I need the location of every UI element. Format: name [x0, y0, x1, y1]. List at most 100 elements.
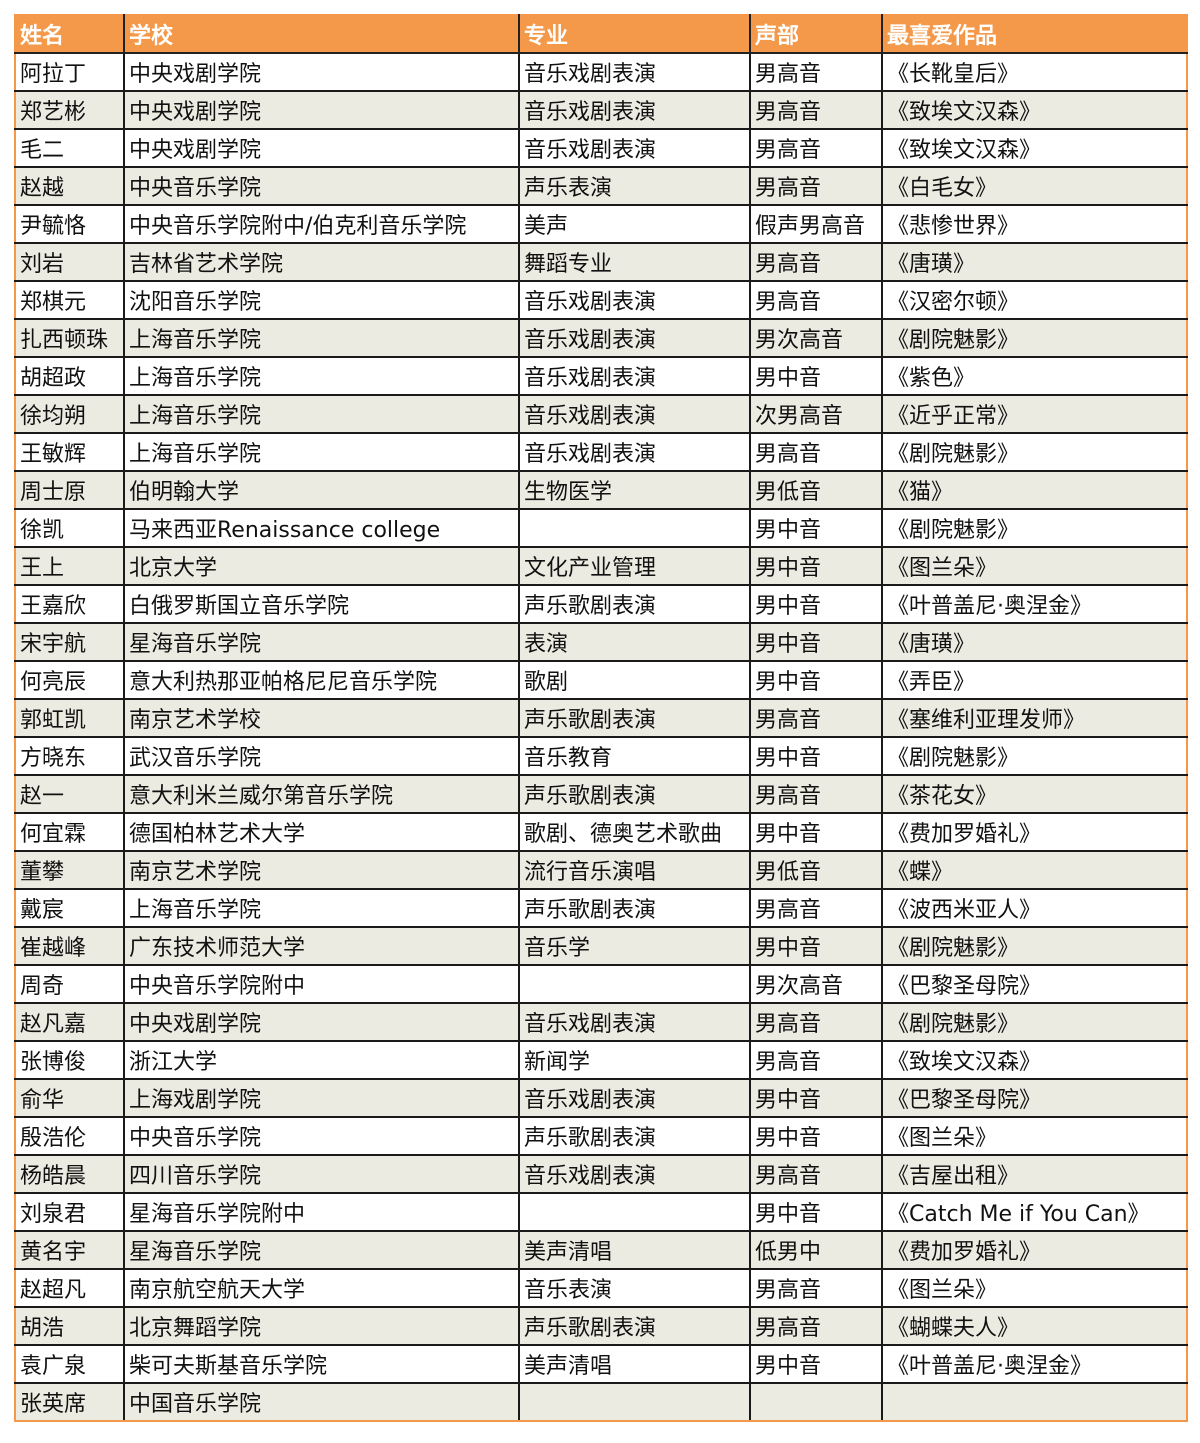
cell-favorite-work: 《近乎正常》 [881, 394, 1188, 434]
header-row: 姓名 学校 专业 声部 最喜爱作品 [15, 15, 1187, 54]
cell-name: 郑艺彬 [14, 90, 125, 130]
cell-favorite-work: 《唐璜》 [881, 622, 1188, 662]
cell-name: 何宜霖 [14, 812, 125, 852]
cell-school: 上海音乐学院 [123, 318, 520, 358]
cell-voice-part: 男中音 [749, 1344, 883, 1384]
cell-name: 赵越 [14, 166, 125, 206]
cell-voice-part: 男中音 [749, 1078, 883, 1118]
cell-favorite-work: 《弄臣》 [881, 660, 1188, 700]
cell-favorite-work: 《吉屋出租》 [881, 1154, 1188, 1194]
table-row: 袁广泉 柴可夫斯基音乐学院 美声清唱 男中音 《叶普盖尼·奥涅金》 [14, 1344, 1188, 1384]
table-row: 王上 北京大学 文化产业管理 男中音 《图兰朵》 [14, 546, 1188, 586]
cell-favorite-work: 《叶普盖尼·奥涅金》 [881, 1344, 1188, 1384]
cell-school: 伯明翰大学 [123, 470, 520, 510]
cell-major: 声乐歌剧表演 [518, 698, 751, 738]
cell-school: 中央音乐学院 [123, 166, 520, 206]
cell-name: 尹毓恪 [14, 204, 125, 244]
cell-voice-part: 男高音 [749, 128, 883, 168]
header-favorite-work: 最喜爱作品 [881, 15, 1187, 54]
table-row: 扎西顿珠 上海音乐学院 音乐戏剧表演 男次高音 《剧院魅影》 [14, 318, 1188, 358]
cell-voice-part: 假声男高音 [749, 204, 883, 244]
cell-major: 声乐表演 [518, 166, 751, 206]
table-row: 何亮辰 意大利热那亚帕格尼尼音乐学院 歌剧 男中音 《弄臣》 [14, 660, 1188, 700]
table-row: 周奇 中央音乐学院附中 男次高音 《巴黎圣母院》 [14, 964, 1188, 1004]
cell-favorite-work: 《巴黎圣母院》 [881, 964, 1188, 1004]
cell-favorite-work: 《剧院魅影》 [881, 432, 1188, 472]
cell-voice-part: 男高音 [749, 774, 883, 814]
cell-name: 袁广泉 [14, 1344, 125, 1384]
table-row: 张博俊 浙江大学 新闻学 男高音 《致埃文汉森》 [14, 1040, 1188, 1080]
cell-name: 阿拉丁 [14, 52, 125, 92]
cell-favorite-work [881, 1382, 1188, 1422]
cell-voice-part: 男低音 [749, 470, 883, 510]
cell-school: 浙江大学 [123, 1040, 520, 1080]
cell-major: 声乐歌剧表演 [518, 774, 751, 814]
table-row: 董攀 南京艺术学院 流行音乐演唱 男低音 《蝶》 [14, 850, 1188, 890]
cell-school: 中央戏剧学院 [123, 128, 520, 168]
cell-major: 音乐戏剧表演 [518, 394, 751, 434]
cell-major: 音乐戏剧表演 [518, 90, 751, 130]
cell-school: 中央音乐学院附中 [123, 964, 520, 1004]
table-row: 方晓东 武汉音乐学院 音乐教育 男中音 《剧院魅影》 [14, 736, 1188, 776]
cell-voice-part: 男高音 [749, 1040, 883, 1080]
cell-voice-part: 男中音 [749, 736, 883, 776]
table-row: 王敏辉 上海音乐学院 音乐戏剧表演 男高音 《剧院魅影》 [14, 432, 1188, 472]
cell-voice-part: 男高音 [749, 698, 883, 738]
table-header: 姓名 学校 专业 声部 最喜爱作品 [15, 15, 1187, 54]
table-row: 王嘉欣 白俄罗斯国立音乐学院 声乐歌剧表演 男中音 《叶普盖尼·奥涅金》 [14, 584, 1188, 624]
cell-voice-part: 男高音 [749, 166, 883, 206]
cell-name: 王上 [14, 546, 125, 586]
cell-name: 董攀 [14, 850, 125, 890]
cell-school: 南京艺术学校 [123, 698, 520, 738]
cell-major: 音乐戏剧表演 [518, 52, 751, 92]
cell-major: 歌剧、德奥艺术歌曲 [518, 812, 751, 852]
table-row: 刘泉君 星海音乐学院附中 男中音 《Catch Me if You Can》 [14, 1192, 1188, 1232]
cell-favorite-work: 《图兰朵》 [881, 546, 1188, 586]
cell-voice-part: 男高音 [749, 1268, 883, 1308]
cell-school: 北京大学 [123, 546, 520, 586]
cell-school: 柴可夫斯基音乐学院 [123, 1344, 520, 1384]
cell-voice-part: 男中音 [749, 546, 883, 586]
cell-favorite-work: 《图兰朵》 [881, 1268, 1188, 1308]
cell-school: 马来西亚Renaissance college [123, 508, 520, 548]
cell-major: 歌剧 [518, 660, 751, 700]
cell-voice-part: 男高音 [749, 52, 883, 92]
cell-name: 周奇 [14, 964, 125, 1004]
cell-favorite-work: 《紫色》 [881, 356, 1188, 396]
cell-voice-part: 男中音 [749, 508, 883, 548]
cell-favorite-work: 《波西米亚人》 [881, 888, 1188, 928]
cell-voice-part: 男中音 [749, 356, 883, 396]
cell-name: 徐凯 [14, 508, 125, 548]
table-row: 张英席 中国音乐学院 [14, 1382, 1188, 1422]
table-row: 宋宇航 星海音乐学院 表演 男中音 《唐璜》 [14, 622, 1188, 662]
cell-school: 上海音乐学院 [123, 888, 520, 928]
table-row: 赵一 意大利米兰威尔第音乐学院 声乐歌剧表演 男高音 《茶花女》 [14, 774, 1188, 814]
table-row: 尹毓恪 中央音乐学院附中/伯克利音乐学院 美声 假声男高音 《悲惨世界》 [14, 204, 1188, 244]
cell-major: 音乐表演 [518, 1268, 751, 1308]
cell-name: 郑棋元 [14, 280, 125, 320]
cell-major: 声乐歌剧表演 [518, 584, 751, 624]
table-row: 周士原 伯明翰大学 生物医学 男低音 《猫》 [14, 470, 1188, 510]
cell-favorite-work: 《费加罗婚礼》 [881, 812, 1188, 852]
cell-favorite-work: 《叶普盖尼·奥涅金》 [881, 584, 1188, 624]
cell-favorite-work: 《剧院魅影》 [881, 736, 1188, 776]
cell-school: 上海音乐学院 [123, 356, 520, 396]
table-row: 黄名宇 星海音乐学院 美声清唱 低男中 《费加罗婚礼》 [14, 1230, 1188, 1270]
table-body: 阿拉丁 中央戏剧学院 音乐戏剧表演 男高音 《长靴皇后》 郑艺彬 中央戏剧学院 音乐戏剧表演男… [14, 52, 1188, 1422]
cell-favorite-work: 《致埃文汉森》 [881, 128, 1188, 168]
cell-voice-part: 男高音 [749, 1306, 883, 1346]
contestant-table: 姓名 学校 专业 声部 最喜爱作品 阿拉丁 中央戏剧学院 音乐戏剧表演 男高音 《长靴皇… [14, 14, 1188, 1422]
cell-major: 舞蹈专业 [518, 242, 751, 282]
cell-major [518, 964, 751, 1004]
cell-favorite-work: 《白毛女》 [881, 166, 1188, 206]
cell-school: 中央音乐学院 [123, 1116, 520, 1156]
cell-major [518, 1192, 751, 1232]
cell-school: 中国音乐学院 [123, 1382, 520, 1422]
table-row: 杨皓晨 四川音乐学院 音乐戏剧表演 男高音 《吉屋出租》 [14, 1154, 1188, 1194]
table-row: 徐凯 马来西亚Renaissance college 男中音 《剧院魅影》 [14, 508, 1188, 548]
cell-school: 白俄罗斯国立音乐学院 [123, 584, 520, 624]
cell-voice-part: 次男高音 [749, 394, 883, 434]
cell-school: 意大利米兰威尔第音乐学院 [123, 774, 520, 814]
cell-major: 音乐戏剧表演 [518, 128, 751, 168]
cell-favorite-work: 《剧院魅影》 [881, 318, 1188, 358]
